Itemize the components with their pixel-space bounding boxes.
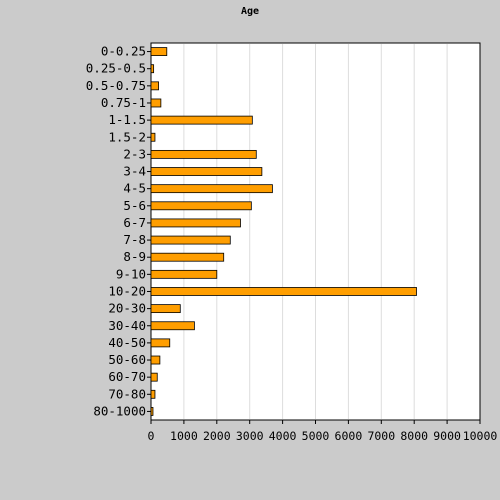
- bar-6-7: [150, 218, 241, 228]
- bar-0.5-0.75: [150, 81, 159, 91]
- bar-60-70: [150, 372, 158, 382]
- x-tick-label: 10000: [463, 429, 498, 443]
- bars: [150, 47, 417, 416]
- y-tick-label: 30-40: [108, 318, 146, 333]
- bar-70-80: [150, 389, 156, 399]
- y-tick-label: 70-80: [108, 386, 146, 401]
- bar-5-6: [150, 201, 252, 211]
- y-tick-label: 7-8: [123, 232, 146, 247]
- bar-1.5-2: [150, 132, 156, 142]
- y-tick-label: 2-3: [123, 146, 146, 161]
- y-tick-label: 20-30: [108, 301, 146, 316]
- bar-9-10: [150, 269, 218, 279]
- bar-80-1000: [150, 407, 154, 416]
- y-tick-label: 50-60: [108, 352, 146, 367]
- x-tick-label: 6000: [335, 429, 363, 443]
- y-axis-ticks: 0-0.25 0.25-0.5 0.5-0.75 0.75-1 1-1.5 1.5-2 2-…: [86, 44, 151, 418]
- y-tick-label: 1.5-2: [108, 129, 146, 144]
- x-tick-label: 8000: [400, 429, 428, 443]
- bar-8-9: [150, 252, 225, 262]
- bar-10-20: [150, 287, 417, 296]
- y-tick-label: 0.5-0.75: [86, 78, 146, 93]
- y-tick-label: 10-20: [108, 283, 146, 298]
- x-axis-ticks: 0 1000 2000 3000 4000 5000 6000 7000 8000 9000 100…: [148, 420, 498, 443]
- x-tick-label: 7000: [367, 429, 395, 443]
- bar-20-30: [150, 304, 181, 314]
- x-tick-label: 2000: [203, 429, 231, 443]
- x-tick-label: 3000: [236, 429, 264, 443]
- bar-50-60: [150, 355, 161, 365]
- y-tick-label: 3-4: [123, 164, 146, 179]
- y-tick-label: 4-5: [123, 181, 146, 196]
- bar-3-4: [150, 167, 263, 176]
- y-tick-label: 0-0.25: [101, 44, 146, 59]
- y-tick-label: 60-70: [108, 369, 146, 384]
- bar-4-5: [150, 184, 273, 194]
- y-tick-label: 1-1.5: [108, 112, 146, 127]
- y-tick-label: 0.75-1: [101, 95, 146, 110]
- bar-7-8: [150, 235, 231, 245]
- bar-40-50: [150, 338, 171, 348]
- bar-1-1.5: [150, 115, 253, 125]
- bar-0.25-0.5: [150, 64, 155, 74]
- gridlines: [183, 44, 448, 419]
- x-tick-label: 9000: [433, 429, 461, 443]
- bar-0-0.25: [150, 47, 168, 56]
- x-tick-label: 5000: [302, 429, 330, 443]
- x-tick-label: 1000: [170, 429, 198, 443]
- bar-30-40: [150, 321, 195, 331]
- y-tick-label: 5-6: [123, 198, 146, 213]
- y-tick-label: 40-50: [108, 335, 146, 350]
- y-tick-label: 0.25-0.5: [86, 61, 146, 76]
- y-tick-label: 6-7: [123, 215, 146, 230]
- chart-title: Age: [241, 6, 259, 17]
- x-tick-label: 4000: [269, 429, 297, 443]
- y-tick-label: 8-9: [123, 249, 146, 264]
- x-tick-label: 0: [148, 429, 155, 443]
- y-tick-label: 9-10: [116, 266, 146, 281]
- bar-2-3: [150, 149, 257, 159]
- y-tick-label: 80-1000: [93, 403, 146, 418]
- bar-0.75-1: [150, 98, 162, 108]
